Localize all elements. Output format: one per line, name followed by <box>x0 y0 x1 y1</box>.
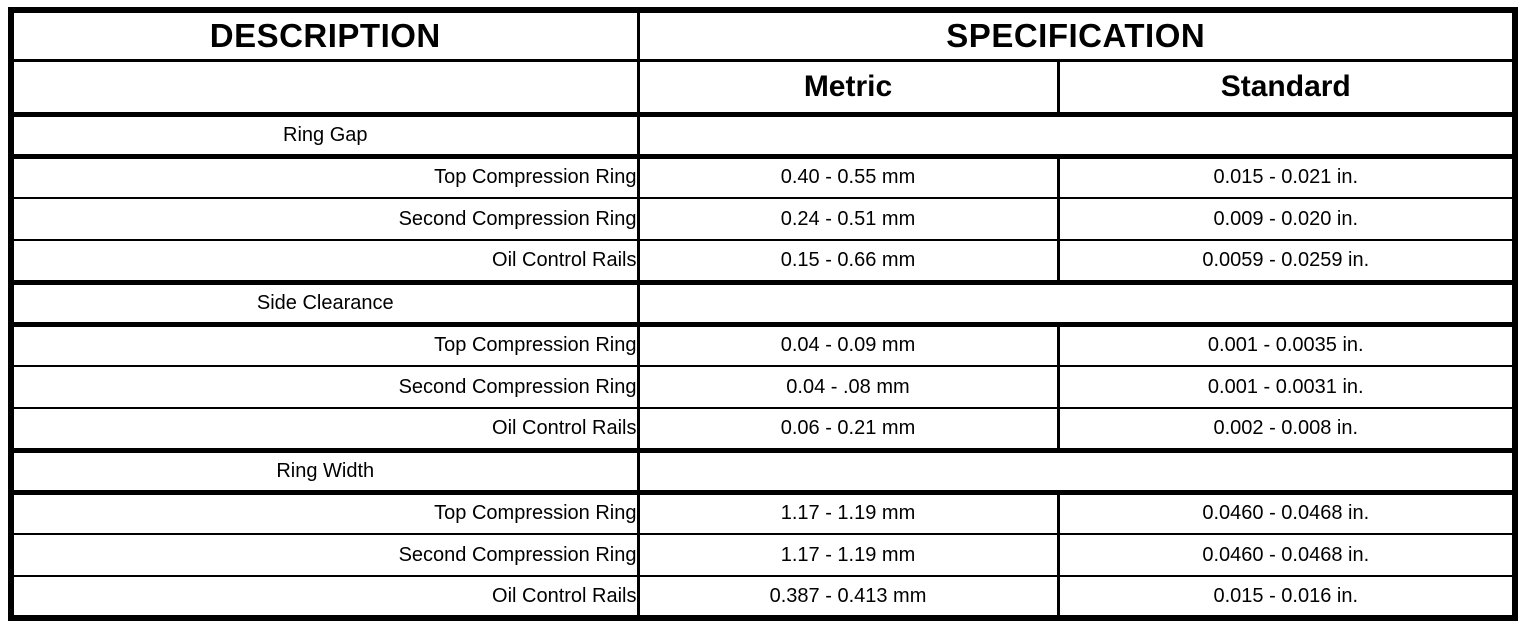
metric-value: 1.17 - 1.19 mm <box>636 491 1060 535</box>
standard-value: 0.009 - 0.020 in. <box>1056 197 1517 241</box>
metric-value: 0.387 - 0.413 mm <box>636 575 1060 619</box>
table-row: Top Compression Ring 1.17 - 1.19 mm 0.04… <box>9 491 1517 535</box>
section-row-ring-width: Ring Width <box>9 447 1517 495</box>
section-row-ring-gap: Ring Gap <box>9 111 1517 159</box>
section-title: Ring Gap <box>9 111 640 159</box>
row-label: Top Compression Ring <box>9 155 640 199</box>
table-header-row-1: DESCRIPTION SPECIFICATION <box>9 9 1517 62</box>
table-row: Second Compression Ring 0.04 - .08 mm 0.… <box>9 365 1517 409</box>
section-spec-empty-cell <box>636 447 1517 495</box>
header-metric: Metric <box>636 59 1060 117</box>
standard-value: 0.001 - 0.0035 in. <box>1056 323 1517 367</box>
row-label: Oil Control Rails <box>9 575 640 619</box>
piston-ring-spec-table: DESCRIPTION SPECIFICATION Metric Standar… <box>8 7 1518 621</box>
row-label: Top Compression Ring <box>9 491 640 535</box>
section-spec-empty-cell <box>636 111 1517 159</box>
row-label: Oil Control Rails <box>9 239 640 283</box>
section-title: Side Clearance <box>9 279 640 327</box>
table-row: Second Compression Ring 1.17 - 1.19 mm 0… <box>9 533 1517 577</box>
table-row: Oil Control Rails 0.06 - 0.21 mm 0.002 -… <box>9 407 1517 451</box>
table-row: Top Compression Ring 0.04 - 0.09 mm 0.00… <box>9 323 1517 367</box>
header-description-empty-cell <box>9 59 640 117</box>
standard-value: 0.015 - 0.016 in. <box>1056 575 1517 619</box>
row-label: Top Compression Ring <box>9 323 640 367</box>
table-row: Top Compression Ring 0.40 - 0.55 mm 0.01… <box>9 155 1517 199</box>
table-row: Oil Control Rails 0.15 - 0.66 mm 0.0059 … <box>9 239 1517 283</box>
standard-value: 0.001 - 0.0031 in. <box>1056 365 1517 409</box>
row-label: Oil Control Rails <box>9 407 640 451</box>
metric-value: 0.04 - .08 mm <box>636 365 1060 409</box>
standard-value: 0.0460 - 0.0468 in. <box>1056 533 1517 577</box>
metric-value: 0.40 - 0.55 mm <box>636 155 1060 199</box>
metric-value: 0.15 - 0.66 mm <box>636 239 1060 283</box>
header-specification: SPECIFICATION <box>636 9 1517 62</box>
row-label: Second Compression Ring <box>9 197 640 241</box>
standard-value: 0.002 - 0.008 in. <box>1056 407 1517 451</box>
table-header-row-2: Metric Standard <box>9 59 1517 117</box>
header-description: DESCRIPTION <box>9 9 640 62</box>
header-standard: Standard <box>1056 59 1517 117</box>
section-row-side-clearance: Side Clearance <box>9 279 1517 327</box>
standard-value: 0.0460 - 0.0468 in. <box>1056 491 1517 535</box>
metric-value: 1.17 - 1.19 mm <box>636 533 1060 577</box>
table-row: Oil Control Rails 0.387 - 0.413 mm 0.015… <box>9 575 1517 619</box>
table-row: Second Compression Ring 0.24 - 0.51 mm 0… <box>9 197 1517 241</box>
standard-value: 0.0059 - 0.0259 in. <box>1056 239 1517 283</box>
row-label: Second Compression Ring <box>9 533 640 577</box>
section-title: Ring Width <box>9 447 640 495</box>
standard-value: 0.015 - 0.021 in. <box>1056 155 1517 199</box>
row-label: Second Compression Ring <box>9 365 640 409</box>
metric-value: 0.24 - 0.51 mm <box>636 197 1060 241</box>
metric-value: 0.04 - 0.09 mm <box>636 323 1060 367</box>
metric-value: 0.06 - 0.21 mm <box>636 407 1060 451</box>
section-spec-empty-cell <box>636 279 1517 327</box>
